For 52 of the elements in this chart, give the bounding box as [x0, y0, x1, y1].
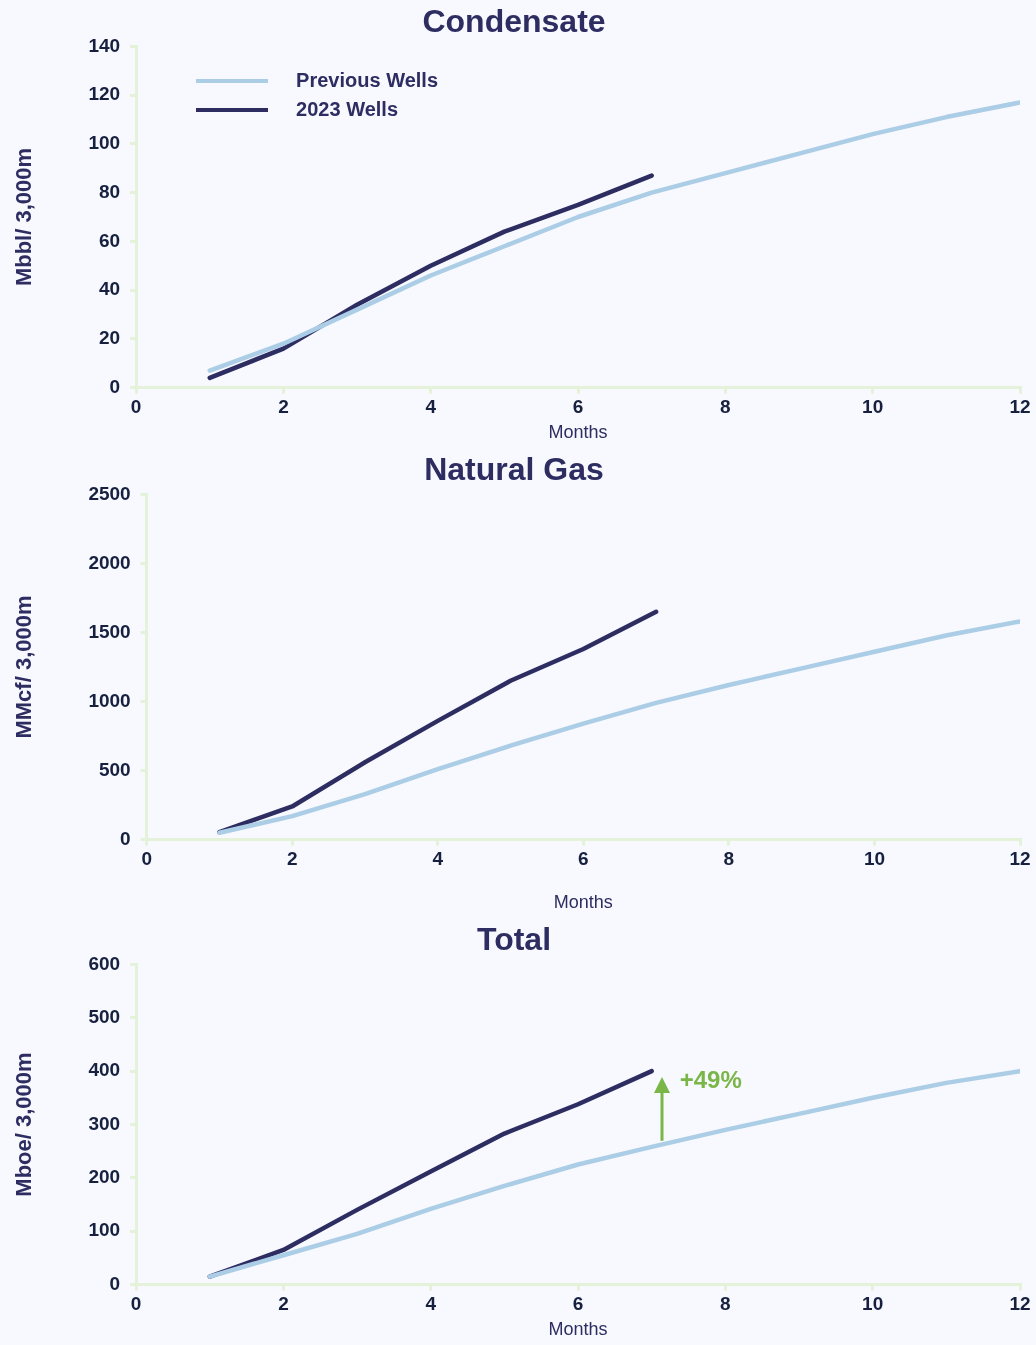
- x-tick-label: 10: [863, 848, 886, 870]
- y-axis-title: MMcf/ 3,000m: [11, 595, 37, 739]
- x-tick-label: 6: [572, 1293, 584, 1315]
- y-tick-label: 500: [88, 1006, 121, 1027]
- x-axis-title: Months: [548, 1319, 608, 1340]
- y-tick-label: 80: [98, 180, 121, 202]
- x-tick-label: 6: [572, 396, 584, 418]
- x-axis-title: Months: [548, 422, 608, 443]
- x-tick-label: 8: [720, 396, 731, 418]
- x-tick-label: 2: [278, 1293, 289, 1315]
- y-tick-label: 0: [109, 375, 121, 397]
- x-tick-label: 4: [425, 1293, 437, 1315]
- chart-title: Condensate: [422, 3, 606, 40]
- x-tick-label: 12: [1009, 1293, 1031, 1315]
- y-axis-title: Mbbl/ 3,000m: [11, 147, 37, 287]
- y-tick-label: 2500: [88, 482, 131, 504]
- legend-label: Previous Wells: [296, 69, 439, 93]
- annotation: +49%: [679, 1065, 742, 1093]
- y-tick-label: 1000: [88, 689, 131, 711]
- y-tick-label: 100: [88, 1219, 121, 1241]
- y-tick-label: 400: [88, 1059, 121, 1081]
- x-tick-label: 0: [141, 848, 152, 870]
- y-tick-label: 140: [88, 34, 121, 56]
- x-tick-label: 10: [862, 396, 884, 418]
- y-tick-label: 120: [88, 83, 121, 105]
- y-tick-label: 2000: [88, 551, 131, 573]
- x-tick-label: 12: [1009, 396, 1031, 418]
- y-tick-label: 200: [88, 1166, 121, 1188]
- y-tick-label: 60: [98, 229, 121, 251]
- y-tick-label: 1500: [88, 620, 131, 642]
- y-tick-label: 300: [88, 1112, 121, 1134]
- y-tick-label: 40: [98, 278, 121, 300]
- y-axis-title: Mboe/ 3,000m: [11, 1052, 37, 1197]
- y-tick-label: 20: [98, 327, 121, 349]
- x-tick-label: 8: [720, 1293, 731, 1315]
- x-tick-label: 12: [1009, 848, 1031, 870]
- x-tick-label: 4: [425, 396, 437, 418]
- legend-label: 2023 Wells: [296, 98, 399, 122]
- chart-title: Natural Gas: [424, 451, 604, 488]
- x-tick-label: 6: [578, 848, 589, 870]
- y-tick-label: 100: [88, 132, 121, 154]
- x-tick-label: 4: [432, 848, 444, 870]
- x-axis-title: Months: [553, 892, 613, 913]
- x-tick-label: 2: [286, 848, 298, 870]
- x-tick-label: 10: [862, 1293, 884, 1315]
- x-tick-label: 2: [278, 396, 289, 418]
- y-tick-label: 0: [109, 1272, 121, 1294]
- y-tick-label: 500: [98, 758, 131, 780]
- x-tick-label: 8: [723, 848, 735, 870]
- y-tick-label: 0: [120, 827, 131, 849]
- chart-title: Total: [476, 921, 552, 958]
- y-tick-label: 600: [88, 952, 121, 974]
